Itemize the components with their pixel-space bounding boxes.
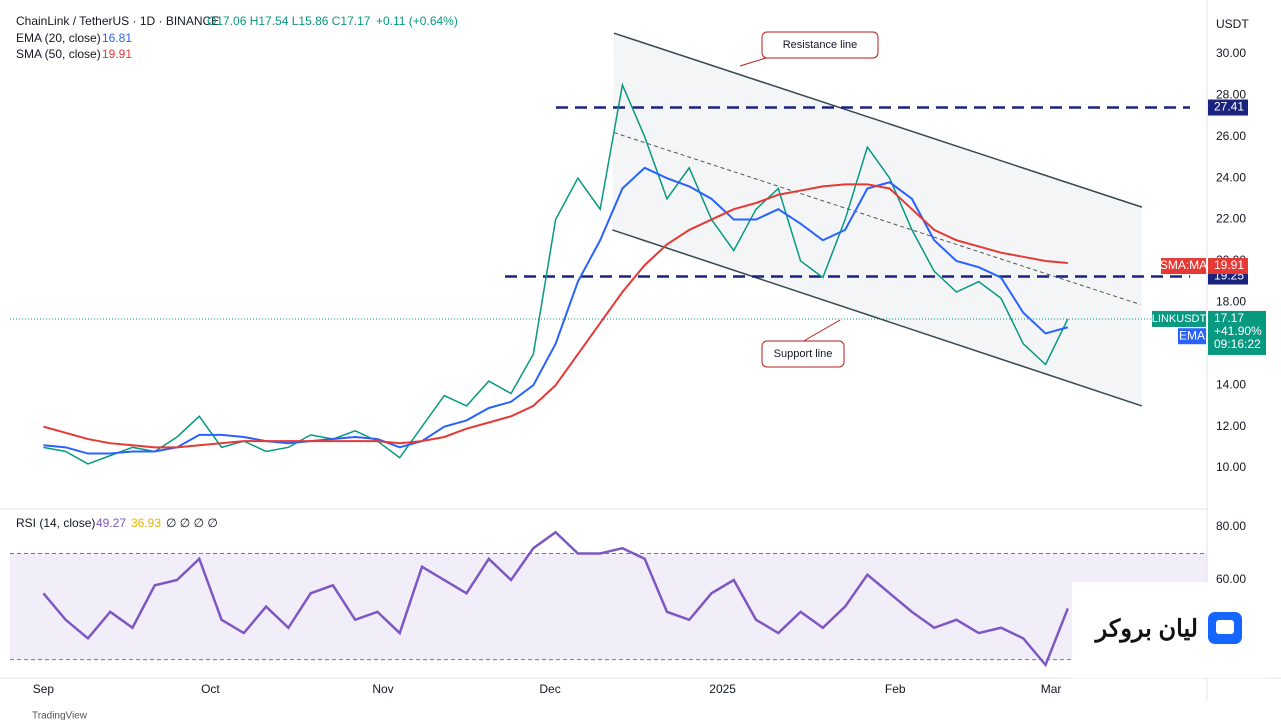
tag-value: 09:16:22: [1214, 337, 1261, 351]
annotation-box: [761, 340, 845, 368]
watermark-text: لیان بروکر: [1094, 615, 1198, 643]
rsi-extra: ∅ ∅ ∅ ∅: [166, 516, 218, 530]
y-tick-label: 24.00: [1216, 170, 1246, 184]
sma-legend: SMA (50, close): [16, 47, 101, 61]
channel-line: [613, 132, 1141, 305]
rsi-tick-label: 60.00: [1216, 572, 1246, 586]
tag-value-box: [1208, 310, 1266, 355]
x-tick-label: 2025: [709, 682, 736, 696]
annotation-box: [761, 31, 879, 59]
annotation-text: Resistance line: [783, 39, 858, 51]
sma-legend-value: 19.91: [102, 47, 132, 61]
ema-legend-value: 16.81: [102, 31, 132, 45]
tag-label: EMA: [1179, 328, 1205, 342]
header-symbol: ChainLink / TetherUS · 1D · BINANCE: [16, 14, 219, 28]
channel-fill: [612, 33, 1142, 406]
level-tag-text: 27.41: [1214, 100, 1244, 114]
tag-value: +41.90%: [1214, 324, 1262, 338]
y-tick-label: 28.00: [1216, 87, 1246, 101]
footer: TradingView: [32, 711, 88, 720]
x-tick-label: Oct: [201, 682, 220, 696]
x-tick-label: Feb: [885, 682, 906, 696]
rsi-title: RSI (14, close): [16, 516, 95, 530]
tag-value: 19.91: [1214, 258, 1244, 272]
rsi-line: [42, 530, 1069, 668]
y-tick-label: 26.00: [1216, 129, 1246, 143]
annotation-pointer: [801, 319, 841, 343]
y-tick-label: 10.00: [1216, 460, 1246, 474]
channel-line: [612, 229, 1143, 407]
y-tick-label: 30.00: [1216, 46, 1246, 60]
watermark: لیان بروکر: [1072, 582, 1270, 678]
tag-value: 17.17: [1214, 311, 1244, 325]
tag-label-box: [1178, 328, 1206, 345]
tag-label-box: [1161, 258, 1206, 275]
x-tick-label: Sep: [33, 682, 55, 696]
x-tick-label: Mar: [1041, 682, 1062, 696]
watermark-icon-inner: [1216, 620, 1234, 634]
level-tag: [1208, 99, 1248, 116]
tag-label: LINKUSDT: [1152, 313, 1207, 325]
annotation-text: Support line: [774, 348, 833, 360]
indicator-line: [43, 166, 1069, 455]
currency: USDT: [1216, 17, 1249, 31]
tag-label-box: [1152, 310, 1206, 327]
tag-value-box: [1208, 258, 1248, 275]
channel-line: [613, 32, 1143, 208]
rsi-band: [10, 553, 1207, 660]
header-ohlc: O17.06 H17.54 L15.86 C17.17: [207, 14, 371, 28]
tag-label: SMA:MA: [1160, 258, 1207, 272]
rsi-ma-value: 36.93: [131, 516, 161, 530]
x-tick-label: Dec: [539, 682, 560, 696]
y-tick-label: 22.00: [1216, 212, 1246, 226]
indicator-line: [43, 183, 1068, 449]
y-tick-label: 14.00: [1216, 377, 1246, 391]
y-tick-label: 18.00: [1216, 295, 1246, 309]
rsi-tick-label: 80.00: [1216, 519, 1246, 533]
y-tick-label: 12.00: [1216, 419, 1246, 433]
ema-legend: EMA (20, close): [16, 31, 101, 45]
x-tick-label: Nov: [372, 682, 393, 696]
rsi-value: 49.27: [96, 516, 126, 530]
header-change: +0.11 (+0.64%): [376, 14, 458, 28]
